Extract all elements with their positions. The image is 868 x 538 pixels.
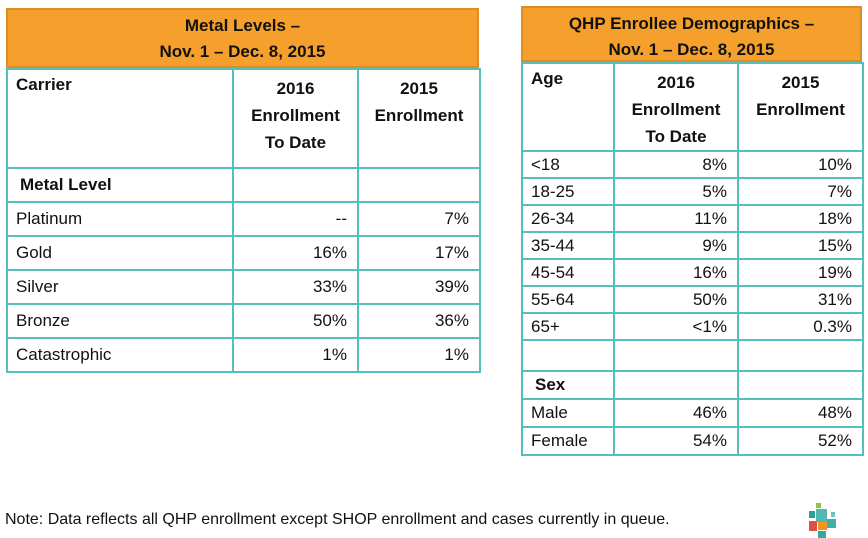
table-row: Female 54% 52% (521, 426, 864, 456)
value-2016-cell: 5% (613, 177, 739, 206)
value-2015-cell: 18% (737, 204, 864, 233)
table-row: 18-25 5% 7% (521, 177, 864, 206)
metal-levels-grid: Carrier 2016 Enrollment To Date 2015 Enr… (6, 68, 481, 373)
value-2015-cell: 36% (357, 303, 481, 339)
value-2015-cell: 48% (737, 398, 864, 428)
table-row: <18 8% 10% (521, 150, 864, 179)
value-2016-cell: 54% (613, 426, 739, 456)
enrollment-2016-column-header: 2016 Enrollment To Date (613, 62, 739, 152)
enrollment-2016-column-header: 2016 Enrollment To Date (232, 68, 359, 169)
table-row: Silver 33% 39% (6, 269, 481, 305)
metal-levels-title: Metal Levels – Nov. 1 – Dec. 8, 2015 (6, 8, 479, 68)
table-row: Gold 16% 17% (6, 235, 481, 271)
table-row: 26-34 11% 18% (521, 204, 864, 233)
value-2015-cell: 15% (737, 231, 864, 260)
value-2015-cell: 17% (357, 235, 481, 271)
value-2016-cell: 16% (613, 258, 739, 287)
table-row: 65+ <1% 0.3% (521, 312, 864, 341)
row-label-cell: 45-54 (521, 258, 615, 287)
row-label-cell: 65+ (521, 312, 615, 341)
empty-cell (737, 370, 864, 400)
table-row: 35-44 9% 15% (521, 231, 864, 260)
value-2016-cell: -- (232, 201, 359, 237)
logo-square (816, 503, 821, 508)
carrier-column-header: Carrier (6, 68, 234, 169)
table-row: Male 46% 48% (521, 398, 864, 428)
row-label-cell: <18 (521, 150, 615, 179)
metal-level-section-row: Metal Level (6, 167, 481, 203)
logo-square (818, 522, 827, 530)
value-2016-cell: <1% (613, 312, 739, 341)
value-2015-cell: 39% (357, 269, 481, 305)
qhp-demographics-title-line2: Nov. 1 – Dec. 8, 2015 (608, 40, 775, 59)
table-row: Bronze 50% 36% (6, 303, 481, 339)
value-2016-cell: 9% (613, 231, 739, 260)
value-2015-cell: 7% (737, 177, 864, 206)
empty-cell (232, 167, 359, 203)
mosaic-squares-icon (808, 502, 844, 538)
table-row: Catastrophic 1% 1% (6, 337, 481, 373)
metal-levels-title-line1: Metal Levels – (184, 16, 301, 35)
empty-cell (613, 370, 739, 400)
qhp-demographics-title: QHP Enrollee Demographics – Nov. 1 – Dec… (521, 6, 862, 62)
table-row: 55-64 50% 31% (521, 285, 864, 314)
value-2015-cell: 52% (737, 426, 864, 456)
logo-square (809, 511, 815, 518)
empty-cell (613, 339, 739, 372)
row-label-cell: Catastrophic (6, 337, 234, 373)
demo-column-header-row: Age 2016 Enrollment To Date 2015 Enrollm… (521, 62, 864, 152)
row-label-cell: Female (521, 426, 615, 456)
metal-level-section-label: Metal Level (6, 167, 234, 203)
logo-square (809, 521, 817, 531)
value-2016-cell: 11% (613, 204, 739, 233)
value-2016-cell: 16% (232, 235, 359, 271)
logo-square (831, 512, 835, 517)
enrollment-2015-column-header: 2015 Enrollment (737, 62, 864, 152)
value-2016-cell: 33% (232, 269, 359, 305)
row-label-cell: 18-25 (521, 177, 615, 206)
metal-column-header-row: Carrier 2016 Enrollment To Date 2015 Enr… (6, 68, 481, 169)
spacer-row (521, 339, 864, 372)
row-label-cell: 26-34 (521, 204, 615, 233)
value-2015-cell: 19% (737, 258, 864, 287)
empty-cell (357, 167, 481, 203)
table-row: 45-54 16% 19% (521, 258, 864, 287)
row-label-cell: Male (521, 398, 615, 428)
value-2015-cell: 31% (737, 285, 864, 314)
empty-cell (737, 339, 864, 372)
row-label-cell: Gold (6, 235, 234, 271)
row-label-cell: 55-64 (521, 285, 615, 314)
qhp-demographics-table: QHP Enrollee Demographics – Nov. 1 – Dec… (521, 6, 864, 456)
value-2015-cell: 7% (357, 201, 481, 237)
value-2016-cell: 50% (613, 285, 739, 314)
row-label-cell: Silver (6, 269, 234, 305)
row-label-cell: Platinum (6, 201, 234, 237)
enrollment-2015-column-header: 2015 Enrollment (357, 68, 481, 169)
value-2015-cell: 1% (357, 337, 481, 373)
sex-section-label: Sex (521, 370, 615, 400)
value-2015-cell: 10% (737, 150, 864, 179)
logo-square (827, 519, 836, 528)
qhp-demographics-title-line1: QHP Enrollee Demographics – (568, 14, 815, 33)
sex-section-row: Sex (521, 370, 864, 400)
qhp-demographics-grid: Age 2016 Enrollment To Date 2015 Enrollm… (521, 62, 864, 456)
value-2016-cell: 50% (232, 303, 359, 339)
metal-levels-title-line2: Nov. 1 – Dec. 8, 2015 (159, 42, 326, 61)
logo-square (816, 509, 827, 522)
empty-cell (521, 339, 615, 372)
footnote: Note: Data reflects all QHP enrollment e… (5, 511, 670, 528)
value-2016-cell: 1% (232, 337, 359, 373)
metal-levels-table: Metal Levels – Nov. 1 – Dec. 8, 2015 Car… (6, 8, 481, 373)
table-row: Platinum -- 7% (6, 201, 481, 237)
row-label-cell: Bronze (6, 303, 234, 339)
row-label-cell: 35-44 (521, 231, 615, 260)
value-2016-cell: 46% (613, 398, 739, 428)
value-2015-cell: 0.3% (737, 312, 864, 341)
age-column-header: Age (521, 62, 615, 152)
logo-square (818, 531, 826, 538)
value-2016-cell: 8% (613, 150, 739, 179)
